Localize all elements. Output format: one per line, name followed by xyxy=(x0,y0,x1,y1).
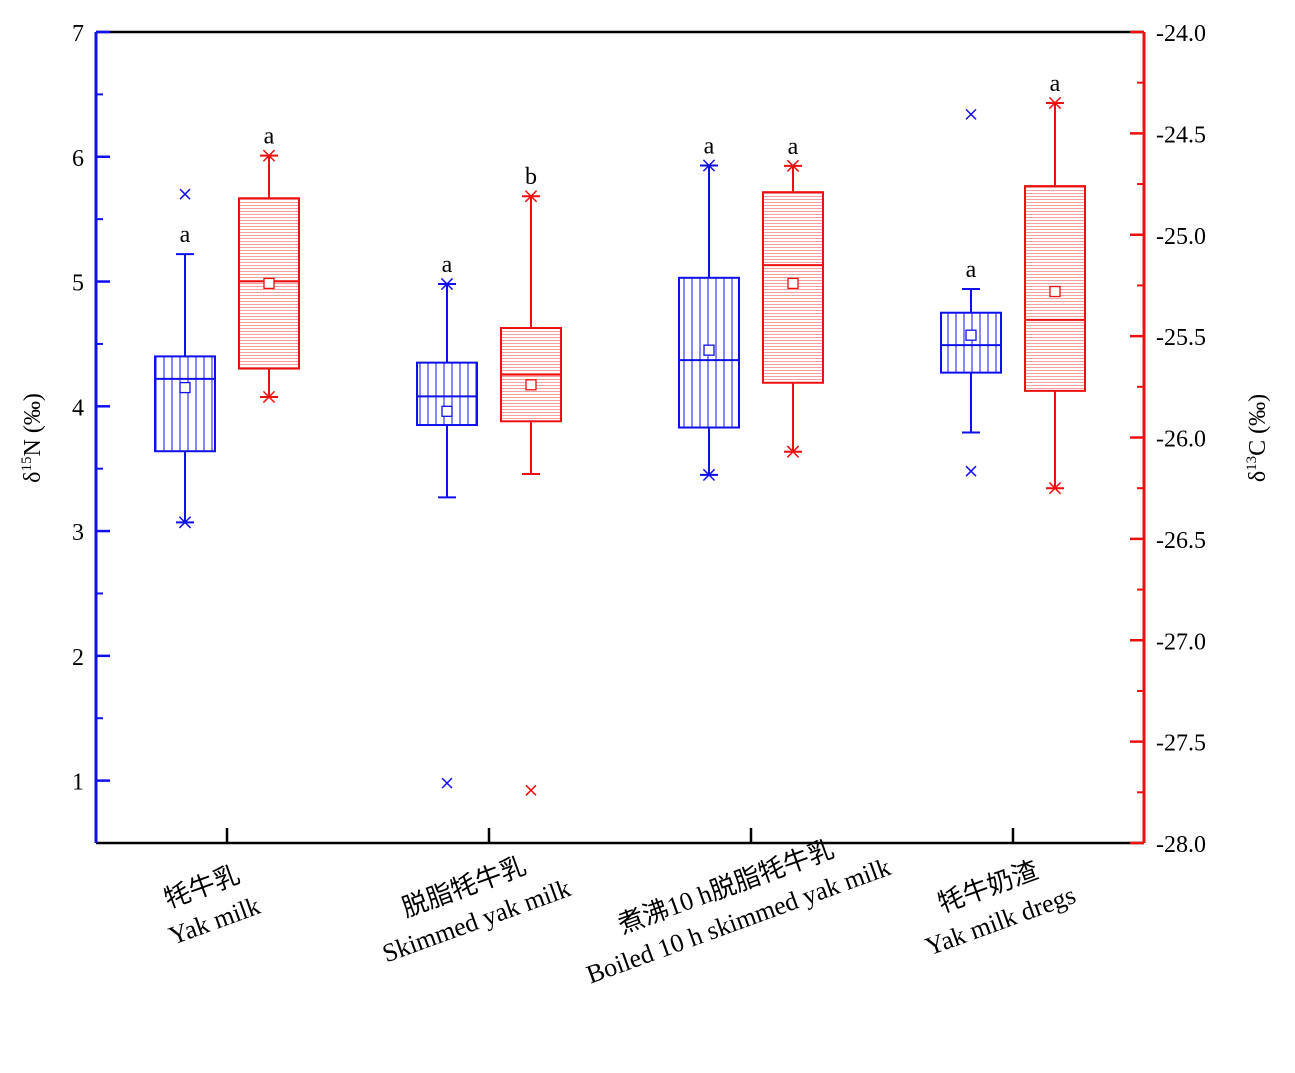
left-tick-label: 5 xyxy=(72,271,84,297)
min-marker-d2 xyxy=(1048,482,1062,495)
right-tick-label: -26.5 xyxy=(1156,528,1206,554)
mean-marker xyxy=(525,379,537,391)
left-axis-ticks: 1 2 3 4 5 6 7 xyxy=(72,21,110,796)
min-marker-d2 xyxy=(178,516,192,529)
outlier-marker-b xyxy=(965,465,977,477)
plot-frame xyxy=(94,30,1146,845)
left-tick-label: 3 xyxy=(72,520,84,546)
box-series-group: a a a a a b a a xyxy=(154,71,1086,796)
min-marker-d2 xyxy=(702,468,716,482)
n15-box-3: a xyxy=(940,108,1002,477)
significance-letter: a xyxy=(966,257,977,283)
significance-letter: a xyxy=(442,252,453,278)
right-tick-label: -28.0 xyxy=(1156,832,1206,858)
c13-box-1: b xyxy=(500,164,562,796)
c13-box-2: a xyxy=(762,134,824,458)
left-tick-label: 2 xyxy=(72,645,84,671)
outlier-marker-b xyxy=(441,777,453,789)
max-marker-d2 xyxy=(262,149,276,162)
outlier-marker-b xyxy=(965,108,977,120)
right-tick-label: -27.0 xyxy=(1156,629,1206,655)
c13-box-3: a xyxy=(1024,71,1086,495)
right-tick-label: -26.0 xyxy=(1156,427,1206,453)
x-axis-ticks xyxy=(225,828,1015,843)
min-marker-d2 xyxy=(262,390,276,404)
mean-marker xyxy=(263,277,275,290)
left-axis-label: δ15N (‰) xyxy=(19,393,46,483)
significance-letter: a xyxy=(788,134,799,160)
mean-marker xyxy=(965,329,977,341)
max-marker-d2 xyxy=(702,159,716,172)
right-axis-label: δ13C (‰) xyxy=(1244,394,1271,482)
right-tick-label: -25.5 xyxy=(1156,325,1206,351)
mean-marker xyxy=(1049,285,1061,298)
mean-marker xyxy=(179,381,191,394)
right-tick-label: -24.0 xyxy=(1156,21,1206,47)
n15-box-0: a xyxy=(154,188,216,529)
left-tick-label: 4 xyxy=(72,395,84,421)
n15-box-1: a xyxy=(416,252,478,789)
significance-letter: a xyxy=(704,134,715,160)
mean-marker xyxy=(703,344,715,356)
mean-marker xyxy=(441,405,453,417)
right-axis-ticks: -28.0 -27.5 -27.0 -26.5 -26.0 -25.5 -25.0 -24.5… xyxy=(1130,21,1206,858)
mean-marker xyxy=(787,277,799,290)
n15-box-2: a xyxy=(678,134,740,482)
left-tick-label: 7 xyxy=(72,21,84,47)
right-tick-label: -24.5 xyxy=(1156,122,1206,148)
max-marker-d2 xyxy=(440,277,454,291)
max-marker-d2 xyxy=(1048,96,1062,110)
outlier-marker-b xyxy=(179,188,191,200)
iqr-box xyxy=(154,355,216,453)
outlier-marker-b xyxy=(525,784,537,796)
iqr-box xyxy=(940,311,1002,374)
significance-letter: a xyxy=(180,222,191,248)
significance-letter: a xyxy=(264,124,275,150)
right-tick-label: -27.5 xyxy=(1156,731,1206,757)
c13-box-0: a xyxy=(238,124,300,404)
min-marker-d2 xyxy=(786,445,800,458)
significance-letter: a xyxy=(1050,71,1061,97)
max-marker-d2 xyxy=(524,190,538,203)
max-marker-d2 xyxy=(786,159,800,172)
right-tick-label: -25.0 xyxy=(1156,224,1206,250)
left-tick-label: 6 xyxy=(72,146,84,172)
left-tick-label: 1 xyxy=(72,770,84,796)
significance-letter: b xyxy=(525,164,537,190)
